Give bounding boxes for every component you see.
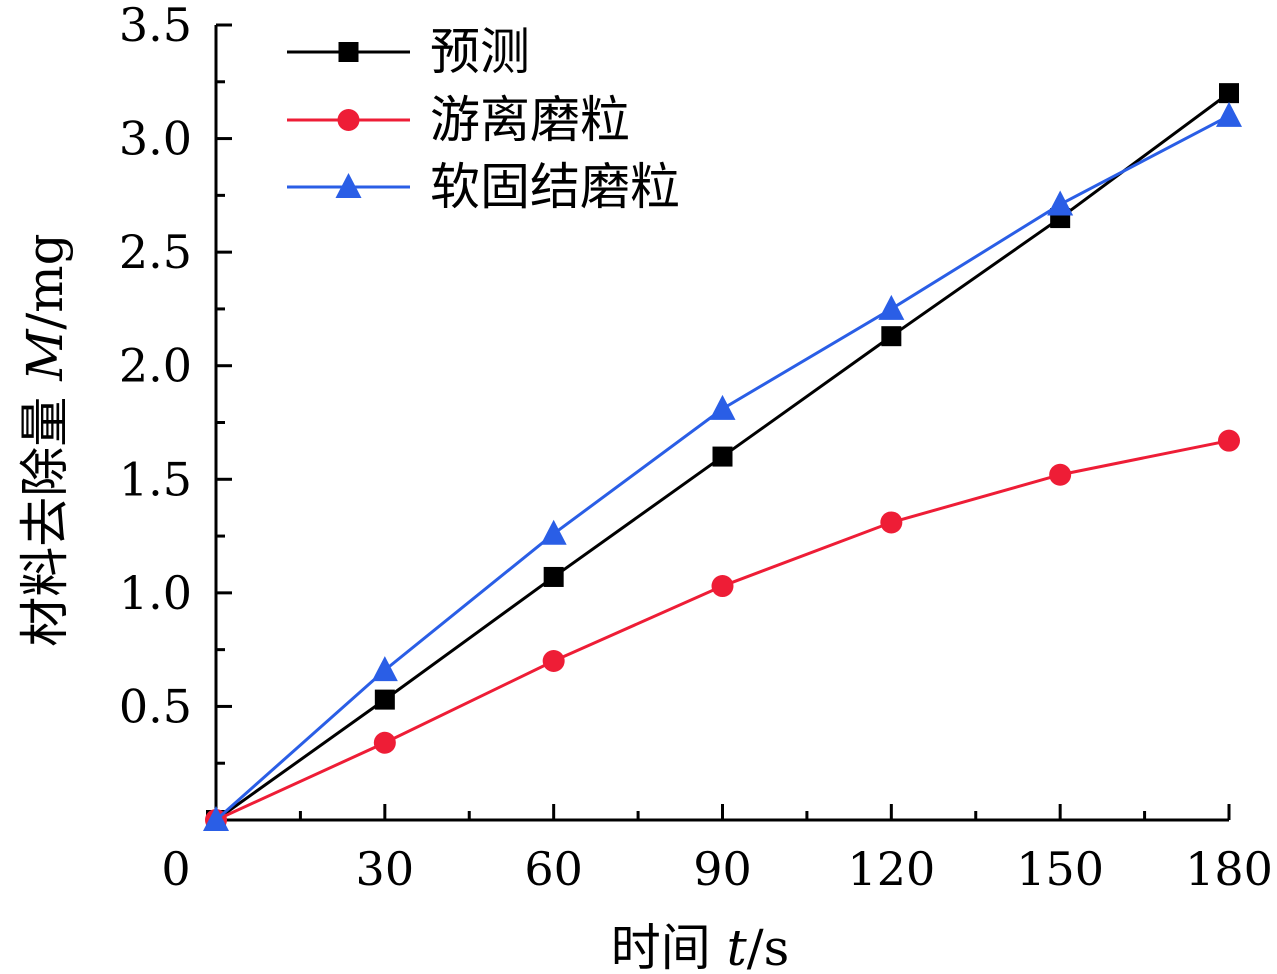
- x-axis-title: 时间 t/s: [611, 919, 790, 974]
- data-point: [373, 731, 396, 754]
- data-point: [374, 689, 395, 710]
- legend-label: 软固结磨粒: [430, 158, 680, 216]
- data-point: [203, 806, 229, 831]
- y-tick-label: 1.0: [119, 566, 192, 620]
- data-point: [1216, 101, 1242, 127]
- x-tick-label: 90: [693, 842, 752, 896]
- x-tick-label: 180: [1185, 842, 1273, 896]
- data-point: [878, 294, 905, 320]
- y-axis-title: 材料去除量 M/mg: [16, 233, 74, 646]
- data-point: [881, 326, 902, 347]
- x-tick-label: 60: [524, 842, 583, 896]
- legend-entry-2: 游离磨粒: [287, 91, 630, 149]
- data-point: [1049, 463, 1072, 486]
- legend-marker: [337, 109, 360, 131]
- data-point: [712, 446, 733, 467]
- data-point: [540, 519, 567, 545]
- series-line: [215, 439, 1230, 822]
- legend-entry-1: 预测: [287, 23, 530, 81]
- y-tick-label: 3.0: [119, 112, 192, 166]
- legend-label: 预测: [430, 23, 530, 81]
- x-tick-label: 0: [161, 842, 190, 896]
- data-point: [1047, 190, 1074, 216]
- series-line: [215, 114, 1230, 822]
- y-tick-label: 3.5: [119, 0, 192, 52]
- series-2: [205, 429, 1240, 831]
- series-1: [206, 83, 1239, 830]
- legend-marker: [338, 42, 359, 62]
- y-tick-label: 0.5: [119, 679, 192, 733]
- axes: 0 30 60 90 120 150 180 0.5 1.0 1.5 2.0 2.5 3.0 3.5: [119, 0, 1273, 896]
- series-3: [203, 101, 1242, 831]
- data-point: [1219, 83, 1239, 104]
- data-point: [543, 566, 564, 587]
- series-layer: [203, 83, 1242, 831]
- data-point: [371, 656, 398, 682]
- y-tick-label: 2.0: [119, 339, 192, 393]
- x-tick-label: 30: [356, 842, 415, 896]
- legend-marker: [335, 173, 362, 198]
- y-tick-label: 2.5: [119, 225, 192, 279]
- data-point: [711, 575, 734, 598]
- x-tick-label: 150: [1016, 842, 1104, 896]
- legend-entry-3: 软固结磨粒: [287, 158, 680, 216]
- y-tick-label: 1.5: [119, 452, 192, 506]
- legend-label: 游离磨粒: [430, 91, 630, 149]
- data-point: [1218, 429, 1240, 452]
- data-point: [709, 394, 736, 420]
- data-point: [542, 650, 565, 672]
- data-point: [880, 511, 903, 534]
- x-tick-label: 120: [847, 842, 935, 896]
